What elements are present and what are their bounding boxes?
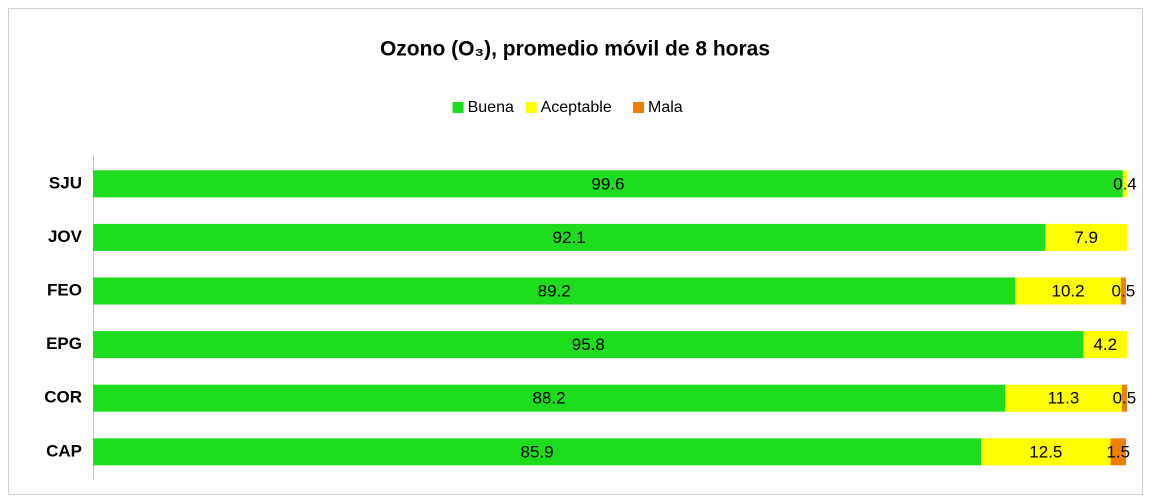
chart-border [8,8,1143,495]
data-label: 7.9 [1074,228,1098,247]
legend-swatch [452,102,464,113]
bar-segment [93,384,1005,412]
bar-segment [1110,438,1126,466]
bar-segment [93,170,1123,198]
bar-segment [93,223,1046,251]
bar-segment [1045,223,1127,251]
data-label: 1.5 [1106,442,1130,461]
data-label: 0.5 [1112,281,1136,300]
y-tick-label: SJU [49,173,82,192]
data-label: 11.3 [1047,389,1079,408]
legend-label: Aceptable [541,99,612,116]
data-label: 88.2 [532,389,565,408]
data-label: 95.8 [572,335,605,354]
legend-swatch [633,102,644,113]
y-tick-label: JOV [48,227,83,246]
data-label: 4.2 [1093,335,1117,354]
data-label: 85.9 [521,442,554,461]
data-label: 89.2 [538,281,571,300]
data-label: 92.1 [553,228,586,247]
data-label: 10.2 [1052,281,1085,300]
legend-label: Mala [648,99,683,116]
data-label: 12.5 [1029,442,1062,461]
bar-segment [1121,384,1127,412]
y-tick-label: FEO [47,280,82,299]
data-label: 99.6 [591,174,624,193]
bar-segment [981,438,1111,466]
y-tick-label: EPG [46,334,82,353]
data-label: 0.4 [1113,174,1137,193]
bar-segment [93,438,982,466]
y-tick-label: COR [44,388,82,407]
bar-segment [93,277,1016,305]
bar-segment [93,331,1084,359]
legend-label: Buena [468,99,514,116]
legend-swatch [525,102,537,113]
bar-segment [1122,170,1127,198]
bar-segment [1015,277,1121,305]
y-tick-label: CAP [46,441,82,460]
chart-title: Ozono (O₃), promedio móvil de 8 horas [380,38,770,61]
bar-segment [1083,331,1127,359]
bar-segment [1120,277,1126,305]
data-label: 0.5 [1113,389,1137,408]
bar-segment [1004,384,1122,412]
